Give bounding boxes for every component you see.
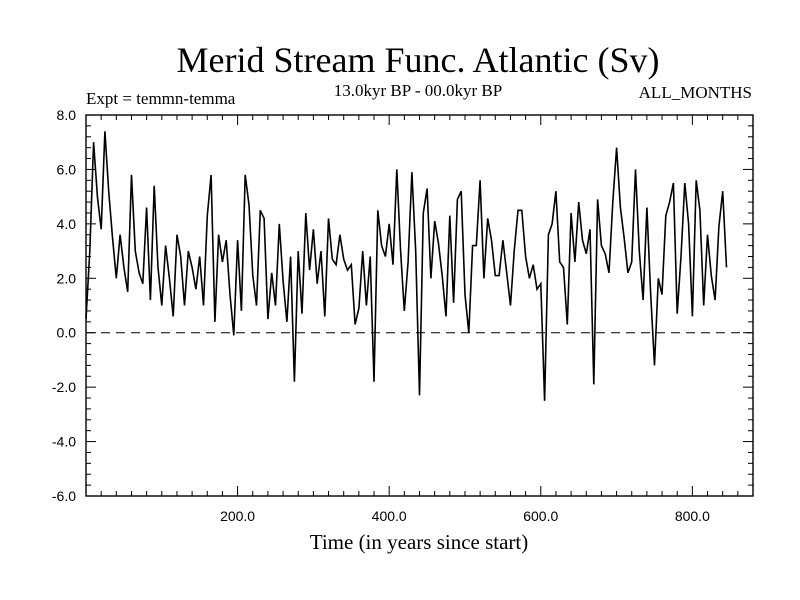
x-tick-label: 200.0 xyxy=(220,508,255,524)
y-tick-label: 4.0 xyxy=(57,216,77,232)
series-line xyxy=(85,131,728,401)
x-tick-label: 800.0 xyxy=(675,508,710,524)
chart-title: Merid Stream Func. Atlantic (Sv) xyxy=(177,40,660,80)
y-tick-label: -6.0 xyxy=(52,488,76,504)
y-tick-label: 8.0 xyxy=(57,107,77,123)
y-tick-label: 6.0 xyxy=(57,161,77,177)
experiment-label: Expt = temmn-temma xyxy=(86,89,236,108)
x-tick-label: 400.0 xyxy=(372,508,407,524)
x-tick-label: 600.0 xyxy=(523,508,558,524)
plot-frame xyxy=(85,114,754,497)
y-tick-label: -2.0 xyxy=(52,379,76,395)
season-label: ALL_MONTHS xyxy=(639,83,752,102)
period-label: 13.0kyr BP - 00.0kyr BP xyxy=(334,81,502,100)
y-tick-label: 2.0 xyxy=(57,270,77,286)
y-tick-label: 0.0 xyxy=(57,325,77,341)
y-tick-label: -4.0 xyxy=(52,434,76,450)
x-axis-label: Time (in years since start) xyxy=(310,530,529,554)
